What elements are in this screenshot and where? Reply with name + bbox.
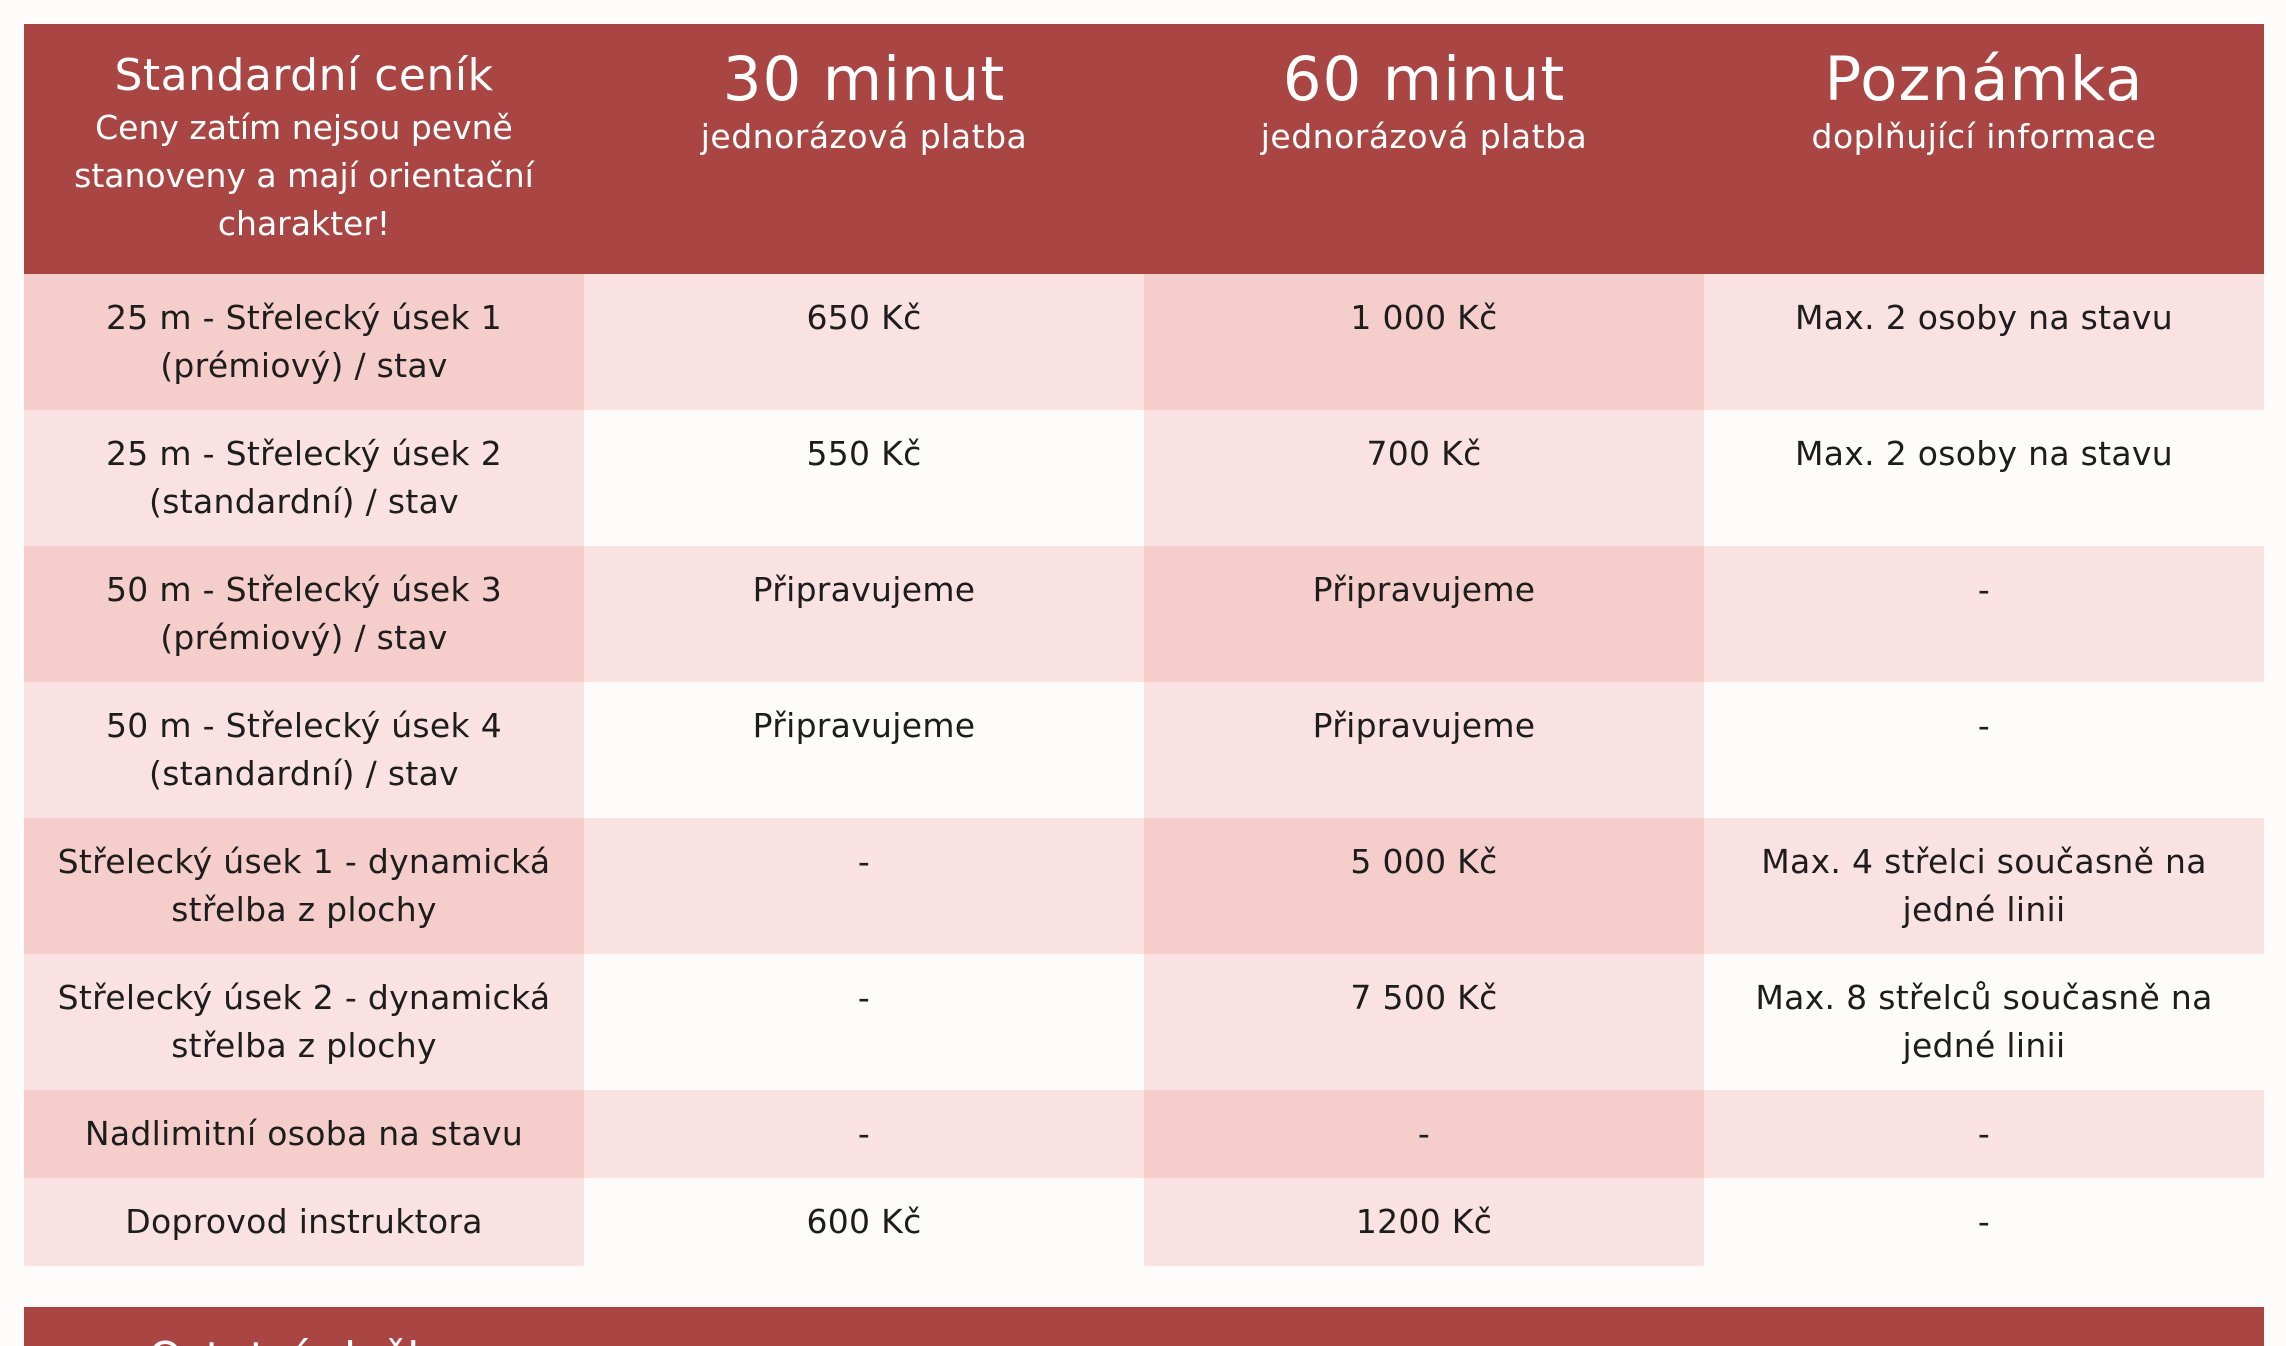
row-service-name: Nadlimitní osoba na stavu — [24, 1090, 584, 1178]
header-cell-60min: 60 minut jednorázová platba — [1144, 24, 1704, 274]
row-note: - — [1704, 546, 2264, 682]
column-subtitle-30min: jednorázová platba — [700, 117, 1028, 156]
row-service-name: 25 m - Střelecký úsek 1 (prémiový) / sta… — [24, 274, 584, 410]
standard-pricelist-title: Standardní ceník — [114, 50, 494, 101]
header-cell-30min: 30 minut jednorázová platba — [584, 24, 1144, 274]
row-service-name: Střelecký úsek 1 - dynamická střelba z p… — [24, 818, 584, 954]
row-note: - — [1704, 682, 2264, 818]
table-row: 25 m - Střelecký úsek 2 (standardní) / s… — [24, 410, 2264, 546]
row-price-30min: 550 Kč — [584, 410, 1144, 546]
table-row: Střelecký úsek 1 - dynamická střelba z p… — [24, 818, 2264, 954]
row-price-30min: - — [584, 1090, 1144, 1178]
second-table-title: Ostatní služby — [148, 1333, 461, 1346]
row-note: Max. 2 osoby na stavu — [1704, 410, 2264, 546]
row-price-30min: Připravujeme — [584, 682, 1144, 818]
row-service-name: 50 m - Střelecký úsek 4 (standardní) / s… — [24, 682, 584, 818]
table-row: 25 m - Střelecký úsek 1 (prémiový) / sta… — [24, 274, 2264, 410]
row-note: - — [1704, 1178, 2264, 1266]
table-row: Doprovod instruktora 600 Kč 1200 Kč - — [24, 1178, 2264, 1266]
table-row: Nadlimitní osoba na stavu - - - — [24, 1090, 2264, 1178]
column-subtitle-note: doplňující informace — [1811, 117, 2157, 156]
row-price-60min: Připravujeme — [1144, 682, 1704, 818]
row-service-name: 50 m - Střelecký úsek 3 (prémiový) / sta… — [24, 546, 584, 682]
row-price-60min: - — [1144, 1090, 1704, 1178]
second-table-header: Ostatní služby — [24, 1307, 2264, 1346]
table-row: 50 m - Střelecký úsek 3 (prémiový) / sta… — [24, 546, 2264, 682]
price-table-header: Standardní ceník Ceny zatím nejsou pevně… — [24, 24, 2264, 274]
row-price-30min: - — [584, 818, 1144, 954]
header-cell-note: Poznámka doplňující informace — [1704, 24, 2264, 274]
row-note: Max. 8 střelců současně na jedné linii — [1704, 954, 2264, 1090]
row-service-name: Doprovod instruktora — [24, 1178, 584, 1266]
row-note: - — [1704, 1090, 2264, 1178]
row-note: Max. 2 osoby na stavu — [1704, 274, 2264, 410]
row-price-30min: 650 Kč — [584, 274, 1144, 410]
row-note: Max. 4 střelci současně na jedné linii — [1704, 818, 2264, 954]
row-price-60min: Připravujeme — [1144, 546, 1704, 682]
row-price-60min: 700 Kč — [1144, 410, 1704, 546]
row-price-60min: 5 000 Kč — [1144, 818, 1704, 954]
row-service-name: Střelecký úsek 2 - dynamická střelba z p… — [24, 954, 584, 1090]
column-title-60min: 60 minut — [1282, 44, 1566, 115]
row-price-30min: Připravujeme — [584, 546, 1144, 682]
table-row: 50 m - Střelecký úsek 4 (standardní) / s… — [24, 682, 2264, 818]
pricing-disclaimer: Ceny zatím nejsou pevně stanoveny a mají… — [74, 108, 534, 243]
row-price-30min: 600 Kč — [584, 1178, 1144, 1266]
price-table: Standardní ceník Ceny zatím nejsou pevně… — [24, 24, 2264, 1266]
header-cell-standard: Standardní ceník Ceny zatím nejsou pevně… — [24, 24, 584, 274]
row-service-name: 25 m - Střelecký úsek 2 (standardní) / s… — [24, 410, 584, 546]
column-title-30min: 30 minut — [722, 44, 1006, 115]
column-title-note: Poznámka — [1824, 44, 2144, 115]
column-subtitle-60min: jednorázová platba — [1260, 117, 1588, 156]
row-price-60min: 7 500 Kč — [1144, 954, 1704, 1090]
row-price-60min: 1200 Kč — [1144, 1178, 1704, 1266]
row-price-30min: - — [584, 954, 1144, 1090]
table-row: Střelecký úsek 2 - dynamická střelba z p… — [24, 954, 2264, 1090]
row-price-60min: 1 000 Kč — [1144, 274, 1704, 410]
